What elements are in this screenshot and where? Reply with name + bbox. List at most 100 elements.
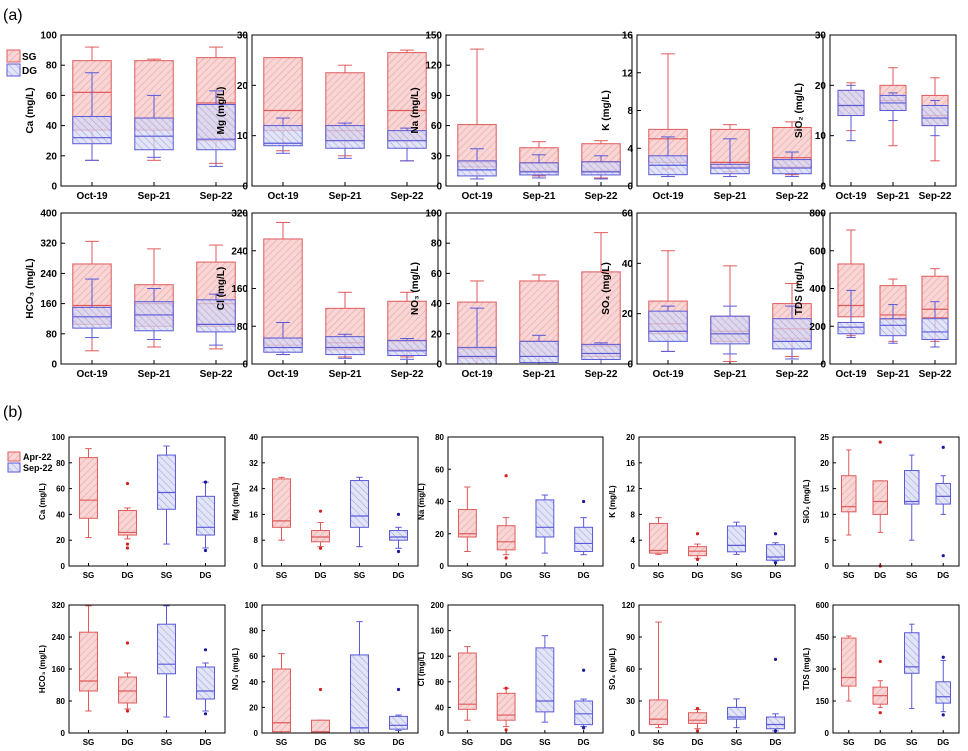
x-tick-label: SG bbox=[906, 571, 918, 580]
y-tick-label: 90 bbox=[431, 91, 443, 102]
box-apr22 bbox=[457, 652, 477, 710]
x-tick-label: SG bbox=[354, 738, 366, 747]
y-axis-label: Cl (mg/L) bbox=[417, 651, 426, 686]
box-sep22 bbox=[766, 544, 785, 561]
x-tick-label: DG bbox=[937, 738, 949, 747]
x-tick-label: SG bbox=[539, 738, 551, 747]
box-apr22 bbox=[79, 457, 98, 519]
y-tick-label: 320 bbox=[40, 239, 57, 250]
y-axis-label: SO₄ (mg/L) bbox=[601, 262, 612, 315]
y-axis-label: NO₃ (mg/L) bbox=[231, 647, 240, 690]
outlier-point bbox=[504, 686, 508, 690]
y-tick-label: 0 bbox=[242, 182, 248, 193]
box-sep22 bbox=[935, 681, 951, 704]
subplot-b-5: 0 5 10 15 20 25 SiO₂ (mg/L) SG DG SG DG bbox=[802, 433, 960, 580]
box-apr22 bbox=[496, 525, 516, 551]
y-tick-label: 60 bbox=[622, 209, 634, 220]
plot-frame bbox=[636, 34, 824, 187]
y-tick-label: 0 bbox=[627, 182, 633, 193]
box-dg bbox=[263, 125, 303, 147]
box-dg bbox=[837, 321, 865, 335]
x-tick-label: DG bbox=[937, 571, 949, 580]
y-tick-label: 30 bbox=[431, 151, 443, 162]
y-tick-label: 16 bbox=[622, 31, 634, 42]
y-tick-label: 100 bbox=[52, 433, 66, 442]
y-tick-label: 60 bbox=[249, 652, 258, 661]
plot-frame bbox=[636, 212, 824, 365]
outlier-point bbox=[396, 512, 401, 517]
box-dg bbox=[581, 343, 621, 360]
outlier-point bbox=[504, 474, 508, 478]
y-tick-label: 600 bbox=[809, 246, 826, 257]
x-tick-label: SG bbox=[843, 738, 855, 747]
y-tick-label: 25 bbox=[820, 433, 829, 442]
y-tick-label: 20 bbox=[237, 81, 249, 92]
y-axis-label: Ca (mg/L) bbox=[25, 87, 36, 133]
y-tick-label: 10 bbox=[815, 131, 827, 142]
box-dg bbox=[772, 159, 812, 175]
y-tick-label: 0 bbox=[254, 729, 259, 738]
box-apr22 bbox=[272, 668, 291, 733]
plot-frame bbox=[68, 436, 226, 567]
x-tick-label: SG bbox=[653, 738, 665, 747]
box-apr22 bbox=[272, 478, 291, 528]
box-sep22 bbox=[157, 623, 176, 675]
y-tick-label: 5 bbox=[825, 536, 830, 545]
box-dg bbox=[581, 161, 621, 176]
box-apr22 bbox=[649, 522, 668, 554]
y-axis-label: TDS (mg/L) bbox=[802, 647, 811, 690]
outlier-point bbox=[773, 532, 778, 536]
x-tick-label: Oct-19 bbox=[835, 191, 867, 202]
y-tick-label: 15 bbox=[820, 485, 829, 494]
y-tick-label: 80 bbox=[56, 697, 65, 706]
box-apr22 bbox=[841, 475, 857, 513]
x-tick-label: Sep-21 bbox=[329, 191, 362, 202]
y-axis-label: K (mg/L) bbox=[601, 90, 612, 131]
y-tick-label: 12 bbox=[626, 485, 635, 494]
outlier-point bbox=[773, 561, 778, 565]
y-tick-label: 60 bbox=[431, 269, 443, 280]
box-sep22 bbox=[389, 715, 408, 730]
box-sg bbox=[387, 52, 427, 142]
y-tick-label: 60 bbox=[626, 665, 635, 674]
y-tick-label: 0 bbox=[825, 729, 830, 738]
subplot-b-6: 0 80 160 240 320 HCO₃ (mg/L) SG DG SG DG bbox=[38, 601, 226, 747]
y-axis-label: Ca (mg/L) bbox=[38, 483, 47, 520]
box-apr22 bbox=[79, 631, 98, 692]
outlier-point bbox=[878, 711, 882, 715]
x-tick-label: DG bbox=[770, 571, 782, 580]
y-tick-label: 0 bbox=[631, 729, 636, 738]
box-dg bbox=[772, 318, 812, 350]
box-dg bbox=[387, 339, 427, 357]
y-tick-label: 80 bbox=[237, 322, 249, 333]
y-tick-label: 20 bbox=[431, 329, 443, 340]
outlier-point bbox=[125, 709, 130, 713]
box-apr22 bbox=[496, 692, 516, 721]
box-sep22 bbox=[389, 530, 408, 541]
box-apr22 bbox=[688, 712, 707, 724]
y-tick-label: 30 bbox=[626, 697, 635, 706]
y-tick-label: 600 bbox=[816, 601, 830, 610]
y-axis-label: Na (mg/L) bbox=[417, 483, 426, 520]
x-tick-label: DG bbox=[122, 571, 134, 580]
box-apr22 bbox=[841, 637, 857, 687]
x-tick-label: DG bbox=[692, 738, 704, 747]
y-tick-label: 400 bbox=[40, 209, 57, 220]
outlier-point bbox=[125, 542, 130, 546]
y-tick-label: 16 bbox=[249, 510, 258, 519]
y-tick-label: 100 bbox=[245, 601, 259, 610]
outlier-point bbox=[125, 546, 130, 550]
y-tick-label: 20 bbox=[56, 536, 65, 545]
legend-label-sg: SG bbox=[22, 52, 37, 63]
outlier-point bbox=[695, 532, 700, 536]
box-sep22 bbox=[904, 632, 920, 674]
x-tick-label: SG bbox=[354, 571, 366, 580]
plot-frame bbox=[261, 604, 419, 734]
outlier-point bbox=[125, 481, 130, 486]
outlier-point bbox=[318, 687, 323, 692]
x-tick-label: SG bbox=[462, 571, 474, 580]
y-tick-label: 160 bbox=[431, 627, 445, 636]
